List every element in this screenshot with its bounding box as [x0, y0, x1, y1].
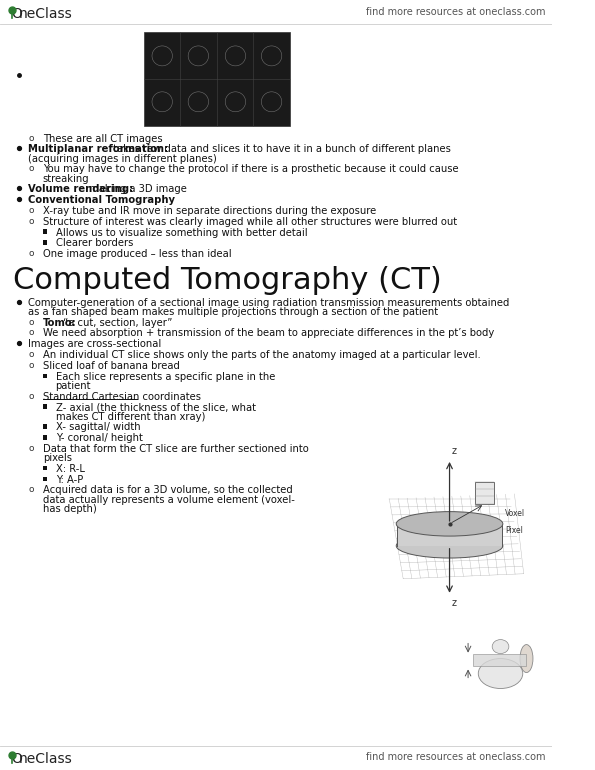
Text: o: o — [29, 350, 35, 359]
Bar — [397, 524, 503, 546]
Text: Acquired data is for a 3D volume, so the collected: Acquired data is for a 3D volume, so the… — [43, 485, 292, 495]
Text: X- sagittal/ width: X- sagittal/ width — [55, 422, 140, 432]
Text: Standard Cartesian coordinates: Standard Cartesian coordinates — [43, 391, 201, 401]
Text: Z- axial (the thickness of the slice, what: Z- axial (the thickness of the slice, wh… — [55, 402, 256, 412]
Text: takes raw data and slices it to have it in a bunch of different planes: takes raw data and slices it to have it … — [110, 145, 451, 155]
Text: o: o — [29, 329, 35, 337]
Text: Allows us to visualize something with better detail: Allows us to visualize something with be… — [55, 227, 307, 237]
Text: patient: patient — [55, 381, 91, 390]
Bar — [143, 32, 290, 126]
Text: pixels: pixels — [43, 453, 71, 463]
Bar — [43, 435, 47, 440]
Text: find more resources at oneclass.com: find more resources at oneclass.com — [365, 752, 545, 762]
Text: o: o — [29, 206, 35, 215]
Text: making a 3D image: making a 3D image — [86, 184, 187, 194]
Text: Conventional Tomography: Conventional Tomography — [28, 195, 175, 205]
Text: streaking: streaking — [43, 173, 89, 183]
Text: o: o — [29, 444, 35, 453]
Ellipse shape — [478, 658, 523, 688]
Ellipse shape — [520, 644, 533, 672]
Text: o: o — [29, 391, 35, 400]
Text: Y: A-P: Y: A-P — [55, 474, 83, 484]
Text: O: O — [11, 7, 22, 21]
Text: Multiplanar reformation:: Multiplanar reformation: — [28, 145, 168, 155]
Ellipse shape — [396, 534, 503, 558]
Text: Sliced loaf of banana bread: Sliced loaf of banana bread — [43, 361, 180, 371]
Text: Pixel: Pixel — [505, 526, 523, 535]
Text: Voxel: Voxel — [505, 509, 525, 518]
Bar — [43, 477, 47, 481]
Text: Computed Tomography (CT): Computed Tomography (CT) — [13, 266, 441, 295]
Text: “a cut, section, layer”: “a cut, section, layer” — [60, 318, 172, 328]
Text: as a fan shaped beam makes multiple projections through a section of the patient: as a fan shaped beam makes multiple proj… — [28, 307, 438, 317]
Text: One image produced – less than ideal: One image produced – less than ideal — [43, 249, 231, 259]
Text: Structure of interest was clearly imaged while all other structures were blurred: Structure of interest was clearly imaged… — [43, 216, 457, 226]
Text: o: o — [29, 249, 35, 258]
Text: Volume rendering:: Volume rendering: — [28, 184, 133, 194]
Bar — [43, 424, 47, 429]
Text: Tomo:: Tomo: — [43, 318, 76, 328]
Bar — [43, 229, 47, 234]
Text: Each slice represents a specific plane in the: Each slice represents a specific plane i… — [55, 372, 275, 382]
Text: Clearer borders: Clearer borders — [55, 238, 133, 248]
Text: Data that form the CT slice are further sectioned into: Data that form the CT slice are further … — [43, 444, 308, 454]
Text: Computer-generation of a sectional image using radiation transmission measuremen: Computer-generation of a sectional image… — [28, 298, 509, 308]
Text: o: o — [29, 361, 35, 370]
Text: (acquiring images in different planes): (acquiring images in different planes) — [28, 154, 217, 164]
Text: makes CT different than xray): makes CT different than xray) — [55, 411, 205, 421]
Text: Y- coronal/ height: Y- coronal/ height — [55, 433, 142, 443]
Text: o: o — [29, 485, 35, 494]
Text: An individual CT slice shows only the parts of the anatomy imaged at a particula: An individual CT slice shows only the pa… — [43, 350, 480, 360]
Text: O: O — [11, 752, 22, 766]
Text: neClass: neClass — [18, 7, 72, 21]
Text: o: o — [29, 318, 35, 326]
Text: find more resources at oneclass.com: find more resources at oneclass.com — [365, 7, 545, 17]
Bar — [43, 373, 47, 378]
Text: You may have to change the protocol if there is a prosthetic because it could ca: You may have to change the protocol if t… — [43, 165, 458, 175]
Text: X: R-L: X: R-L — [55, 464, 84, 474]
Text: z: z — [452, 598, 456, 608]
Text: These are all CT images: These are all CT images — [43, 134, 162, 144]
Text: o: o — [29, 165, 35, 173]
Bar — [472, 654, 527, 665]
Text: We need absorption + transmission of the beam to appreciate differences in the p: We need absorption + transmission of the… — [43, 329, 494, 339]
Text: X-ray tube and IR move in separate directions during the exposure: X-ray tube and IR move in separate direc… — [43, 206, 376, 216]
Text: data actually represents a volume element (voxel-: data actually represents a volume elemen… — [43, 494, 295, 504]
Text: o: o — [29, 134, 35, 142]
Ellipse shape — [396, 511, 503, 536]
Text: has depth): has depth) — [43, 504, 96, 514]
Text: Images are cross-sectional: Images are cross-sectional — [28, 340, 161, 350]
Bar — [475, 482, 494, 504]
Bar — [43, 466, 47, 470]
Text: z: z — [452, 446, 456, 456]
Ellipse shape — [492, 640, 509, 654]
Bar — [43, 240, 47, 245]
Text: neClass: neClass — [18, 752, 72, 766]
Bar — [43, 404, 47, 409]
Text: o: o — [29, 216, 35, 226]
